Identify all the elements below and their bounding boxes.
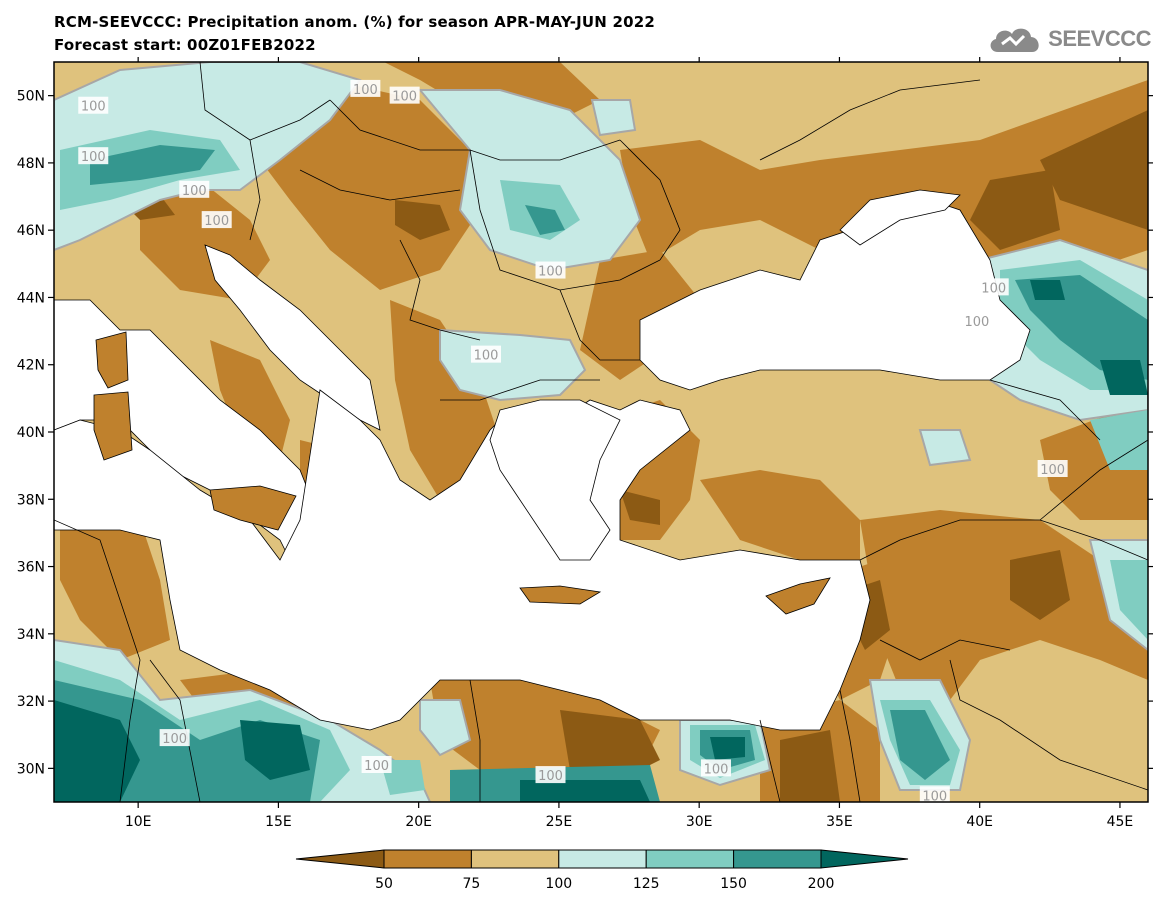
contour-label-text: 100 [538, 265, 563, 280]
country-borders [54, 62, 1148, 802]
contour-label-text: 100 [981, 281, 1006, 296]
contour-label-text: 100 [204, 214, 229, 229]
contour-label-bg [179, 180, 210, 198]
lon-tick-label: 20E [405, 814, 432, 830]
contour-label-bg [978, 278, 1009, 296]
contour-label-bg [350, 79, 381, 97]
lon-tick-label: 40E [966, 814, 993, 830]
contour-label-100: 100 [159, 729, 190, 747]
contour-label-text: 100 [704, 762, 729, 777]
map-title: RCM-SEEVCCC: Precipitation anom. (%) for… [54, 13, 656, 31]
lat-tick-label: 30N [17, 761, 45, 777]
lon-tick-label: 30E [686, 814, 713, 830]
lat-tick-label: 46N [17, 223, 45, 239]
contour-label-100: 100 [470, 345, 501, 364]
colorbar-tick-label: 100 [545, 876, 572, 892]
lat-tick-label: 48N [17, 156, 45, 172]
contour-label-100: 100 [919, 786, 950, 804]
colorbar-tick-label: 50 [375, 876, 393, 892]
contour-label-bg [961, 312, 992, 329]
contour-label-text: 100 [81, 100, 106, 115]
contour-label-bg [361, 756, 392, 773]
lon-tick-label: 15E [265, 814, 292, 830]
colorbar-segment-1 [470, 849, 560, 869]
contour-label-100: 100 [535, 766, 566, 784]
colorbar-tick-label: 125 [633, 876, 660, 892]
contour-label-100: 100 [389, 86, 420, 105]
contour-label-100: 100 [961, 312, 992, 330]
seevccc-logo: SEEVCCC [986, 22, 1151, 56]
contour-label-100: 100 [78, 96, 109, 115]
contour-label-bg [159, 729, 190, 747]
contour-label-bg [78, 147, 109, 165]
colorbar-segment-gt200 [820, 849, 909, 869]
contour-label-100: 100 [701, 759, 732, 777]
contour-label-bg [535, 766, 566, 784]
logo-text: SEEVCCC [1048, 26, 1151, 51]
contour-label-bg [201, 211, 232, 229]
contour-label-text: 100 [364, 759, 389, 774]
map-plot-area: 100 100 100 100 100 100 100 100 100 100 100 100 100 1… [54, 62, 1148, 804]
contour-label-text: 100 [392, 90, 417, 105]
lon-tick-label: 25E [546, 814, 573, 830]
contour-label-text: 100 [182, 184, 207, 199]
colorbar-segment-4 [733, 849, 822, 869]
contour-label-bg [389, 86, 420, 104]
lat-tick-label: 38N [17, 492, 45, 508]
contour-label-100: 100 [361, 756, 392, 774]
contour-label-100: 100 [1037, 460, 1068, 478]
lon-tick-label: 45E [1107, 814, 1134, 830]
contour-label-100: 100 [978, 278, 1009, 296]
colorbar-tick-label: 200 [808, 876, 835, 892]
longitude-axis: 10E 15E 20E 25E 30E 35E 40E 45E [125, 57, 1133, 830]
island-landmasses [93, 331, 831, 615]
colorbar: 50 75 100 125 150 200 [295, 849, 909, 892]
contour-label-text: 100 [474, 349, 499, 364]
contour-label-text: 100 [81, 150, 106, 165]
contour-label-text: 100 [1040, 463, 1065, 478]
contour-label-bg [919, 786, 950, 802]
contour-label-bg [535, 261, 566, 279]
anomaly-gt200-regions [54, 280, 1148, 802]
lat-tick-label: 32N [17, 694, 45, 710]
lat-tick-label: 42N [17, 358, 45, 374]
contour-label-bg [78, 96, 109, 114]
contour-label-text: 100 [353, 83, 378, 98]
lat-tick-label: 50N [17, 89, 45, 105]
colorbar-segment-lt50 [295, 849, 385, 869]
contour-label-100: 100 [201, 211, 232, 229]
contour-label-bg [470, 345, 501, 363]
lat-tick-label: 40N [17, 425, 45, 441]
cloud-icon [990, 28, 1039, 52]
contour-label-text: 100 [162, 732, 187, 747]
lat-tick-label: 36N [17, 560, 45, 576]
lon-tick-label: 10E [125, 814, 152, 830]
latitude-axis: 30N 32N 34N 36N 38N 40N 42N 44N 46N 48N 50N [17, 89, 1153, 777]
colorbar-tick-label: 150 [720, 876, 747, 892]
contour-label-text: 100 [538, 769, 563, 784]
colorbar-segment-0 [383, 849, 472, 869]
colorbar-segment-2 [558, 849, 647, 869]
lat-tick-label: 44N [17, 290, 45, 306]
contour-label-100: 100 [179, 180, 210, 199]
lat-tick-label: 34N [17, 627, 45, 643]
forecast-start-label: Forecast start: 00Z01FEB2022 [54, 36, 316, 54]
lon-tick-label: 35E [826, 814, 853, 830]
contour-label-100: 100 [78, 147, 109, 165]
contour-label-text: 100 [964, 315, 989, 330]
contour-label-100: 100 [350, 79, 381, 98]
contour-label-bg [1037, 460, 1068, 477]
contour-labels: 100 100 100 100 100 100 100 100 100 100 100 100 100 1… [78, 79, 1068, 804]
contour-label-bg [701, 759, 732, 777]
colorbar-segment-3 [645, 849, 735, 869]
contour-label-100: 100 [535, 261, 566, 280]
contour-label-text: 100 [922, 789, 947, 804]
sea-areas [54, 189, 1031, 731]
colorbar-tick-label: 75 [462, 876, 480, 892]
